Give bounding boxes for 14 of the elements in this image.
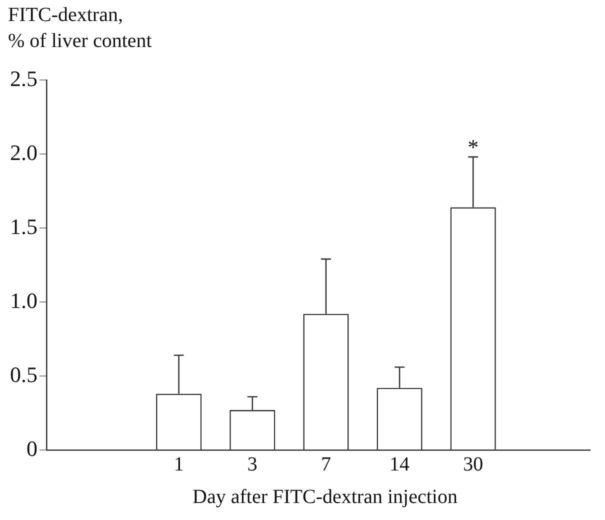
y-axis-title: FITC-dextran, % of liver content [8, 3, 152, 54]
y-tick-label: 1.5 [10, 214, 38, 239]
x-axis-title: Day after FITC-dextran injection [192, 486, 458, 509]
y-tick-label: 0.5 [10, 362, 38, 387]
annotation: * [468, 134, 479, 160]
y-tick-label: 2.0 [10, 140, 38, 165]
x-tick-label: 14 [390, 453, 410, 476]
y-tick-label: 0 [26, 436, 38, 461]
y-tick-label: 1.0 [10, 288, 38, 313]
x-tick-label: 7 [320, 453, 331, 476]
x-tick-label: 1 [174, 453, 184, 476]
x-tick-label: 3 [247, 453, 258, 476]
y-tick-label: 2.5 [10, 66, 38, 91]
x-tick-label: 30 [463, 453, 484, 476]
